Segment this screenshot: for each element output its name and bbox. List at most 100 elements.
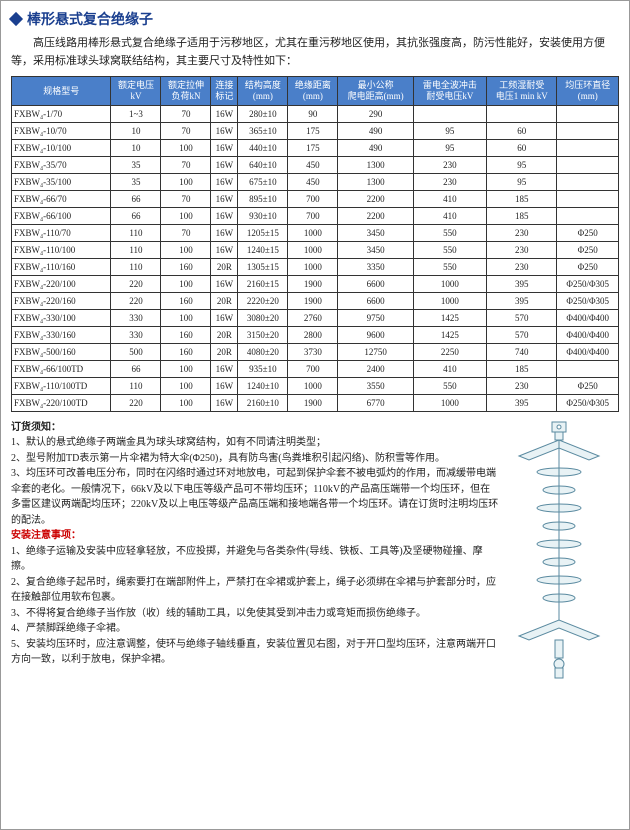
order-item: 3、均压环可改善电压分布，同时在闪络时通过环对地放电，可起到保护伞套不被电弧灼的…	[11, 466, 499, 528]
table-cell: 35	[111, 156, 161, 173]
table-cell: 490	[338, 139, 414, 156]
table-cell: 70	[161, 156, 211, 173]
table-cell: 700	[288, 360, 338, 377]
table-cell: Φ250/Φ305	[557, 275, 619, 292]
table-cell: 95	[413, 139, 486, 156]
table-cell: 6770	[338, 394, 414, 411]
table-row: FXBW₄-66/70667016W895±107002200410185	[12, 190, 619, 207]
table-cell: 220	[111, 292, 161, 309]
table-row: FXBW₄-110/701107016W1205±151000345055023…	[12, 224, 619, 241]
table-cell	[486, 105, 556, 122]
table-cell: 16W	[211, 394, 238, 411]
table-cell: 640±10	[238, 156, 288, 173]
table-cell: 1305±15	[238, 258, 288, 275]
table-cell	[557, 173, 619, 190]
table-cell	[557, 207, 619, 224]
table-cell: 160	[161, 292, 211, 309]
table-cell: 330	[111, 309, 161, 326]
table-cell: 185	[486, 190, 556, 207]
table-cell: 16W	[211, 173, 238, 190]
table-cell: Φ400/Φ400	[557, 343, 619, 360]
table-cell: 16W	[211, 122, 238, 139]
table-cell: 185	[486, 207, 556, 224]
table-cell: 395	[486, 275, 556, 292]
table-cell	[557, 360, 619, 377]
table-cell: 12750	[338, 343, 414, 360]
table-cell: 1205±15	[238, 224, 288, 241]
table-cell: 740	[486, 343, 556, 360]
table-row: FXBW₄-1/701~37016W280±1090290	[12, 105, 619, 122]
table-cell: 1425	[413, 326, 486, 343]
table-cell: FXBW₄-35/100	[12, 173, 111, 190]
table-cell	[557, 122, 619, 139]
table-cell: 1000	[413, 292, 486, 309]
table-cell: 1900	[288, 275, 338, 292]
table-cell: 930±10	[238, 207, 288, 224]
table-cell: 2200	[338, 190, 414, 207]
table-row: FXBW₄-35/1003510016W675±10450130023095	[12, 173, 619, 190]
col-header: 均压环直径(mm)	[557, 77, 619, 106]
table-cell: 160	[161, 326, 211, 343]
spec-table: 规格型号额定电压kV额定拉伸负荷kN连接标记结构高度(mm)绝缘距离(mm)最小…	[11, 76, 619, 412]
diamond-bullet	[9, 12, 23, 26]
table-cell: 2200	[338, 207, 414, 224]
table-cell: 700	[288, 190, 338, 207]
table-cell: 160	[161, 343, 211, 360]
col-header: 额定拉伸负荷kN	[161, 77, 211, 106]
table-cell: 160	[161, 258, 211, 275]
table-cell: FXBW₄-220/100TD	[12, 394, 111, 411]
table-cell: 550	[413, 377, 486, 394]
table-cell: 1000	[288, 258, 338, 275]
table-row: FXBW₄-66/1006610016W930±107002200410185	[12, 207, 619, 224]
table-cell: 95	[486, 156, 556, 173]
table-cell: 16W	[211, 275, 238, 292]
table-cell: 20R	[211, 326, 238, 343]
table-cell: FXBW₄-10/70	[12, 122, 111, 139]
table-cell: 90	[288, 105, 338, 122]
notes-column: 订货须知： 1、默认的悬式绝缘子两端金具为球头球窝结构，如有不同请注明类型；2、…	[11, 420, 499, 700]
table-cell: 440±10	[238, 139, 288, 156]
col-header: 规格型号	[12, 77, 111, 106]
table-cell: 410	[413, 360, 486, 377]
table-cell: 70	[161, 105, 211, 122]
col-header: 雷电全波冲击耐受电压kV	[413, 77, 486, 106]
table-cell: 1000	[288, 224, 338, 241]
table-cell: 70	[161, 122, 211, 139]
table-row: FXBW₄-110/10011010016W1240±1510003450550…	[12, 241, 619, 258]
install-item: 1、绝缘子运输及安装中应轻拿轻放，不应投掷，并避免与各类杂件(导线、铁板、工具等…	[11, 544, 499, 575]
install-item: 3、不得将复合绝缘子当作放（收）线的辅助工具，以免使其受到冲击力或弯矩而损伤绝缘…	[11, 606, 499, 622]
table-cell: 35	[111, 173, 161, 190]
table-cell: 16W	[211, 360, 238, 377]
table-cell: 230	[486, 258, 556, 275]
table-cell: 1425	[413, 309, 486, 326]
table-cell: 935±10	[238, 360, 288, 377]
table-cell: FXBW₄-66/70	[12, 190, 111, 207]
table-cell: 1900	[288, 292, 338, 309]
table-cell: 20R	[211, 258, 238, 275]
table-cell: 2760	[288, 309, 338, 326]
col-header: 结构高度(mm)	[238, 77, 288, 106]
table-cell: 220	[111, 275, 161, 292]
table-cell: FXBW₄-110/70	[12, 224, 111, 241]
table-cell: 3350	[338, 258, 414, 275]
table-cell: 110	[111, 377, 161, 394]
table-cell: 10	[111, 139, 161, 156]
table-cell: 550	[413, 224, 486, 241]
table-cell: 100	[161, 139, 211, 156]
table-cell: 110	[111, 224, 161, 241]
table-cell: 230	[486, 377, 556, 394]
table-cell: Φ250	[557, 258, 619, 275]
table-cell: 95	[413, 122, 486, 139]
table-cell: 185	[486, 360, 556, 377]
table-cell: FXBW₄-330/100	[12, 309, 111, 326]
order-item: 1、默认的悬式绝缘子两端金具为球头球窝结构，如有不同请注明类型；	[11, 435, 499, 451]
table-cell: 100	[161, 309, 211, 326]
table-cell: FXBW₄-220/100	[12, 275, 111, 292]
table-cell: 60	[486, 139, 556, 156]
table-cell	[557, 105, 619, 122]
col-header: 工频湿耐受电压1 min kV	[486, 77, 556, 106]
intro-text: 高压线路用棒形悬式复合绝缘子适用于污秽地区，尤其在重污秽地区使用，其抗张强度高，…	[11, 35, 619, 70]
table-cell: 230	[486, 224, 556, 241]
table-cell: 1000	[288, 377, 338, 394]
diagram-column	[499, 420, 619, 700]
